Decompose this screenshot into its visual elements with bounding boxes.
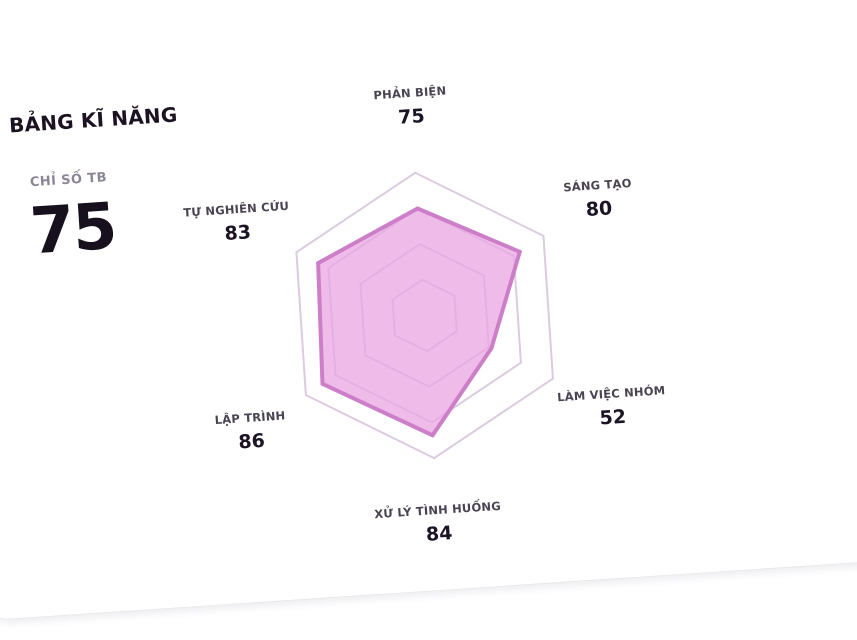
- axis-label: PHẢN BIỆN: [373, 82, 447, 103]
- axis-label: TỰ NGHIÊN CỨU: [183, 198, 290, 220]
- data-point-3: [489, 346, 494, 351]
- axis-value-label: 75: [398, 105, 426, 129]
- axis-label: LẬP TRÌNH: [214, 407, 286, 427]
- skills-card: BẢNG KĨ NĂNG CHỈ SỐ TB 75 PHẢN BIỆN 75 SÁN…: [8, 81, 666, 546]
- axis-label-group-2: SÁNG TẠO 80: [563, 175, 632, 221]
- skills-area: [316, 206, 522, 438]
- axis-label: XỬ LÝ TÌNH HUỐNG: [374, 496, 502, 521]
- axis-value-label: 52: [599, 406, 627, 430]
- axis-label: SÁNG TẠO: [563, 175, 632, 194]
- data-point-5: [320, 381, 325, 386]
- axis-value-label: 83: [224, 221, 252, 245]
- axis-label-group-5: LẬP TRÌNH 86: [214, 407, 286, 454]
- grid-ring-4: [295, 171, 554, 460]
- axis-value-label: 86: [238, 430, 266, 454]
- data-point-6: [316, 261, 321, 266]
- axis-label: LÀM VIỆC NHÓM: [557, 382, 666, 404]
- data-point-1: [415, 206, 420, 211]
- radar-area-layer: [316, 206, 522, 438]
- data-point-2: [517, 249, 522, 254]
- axis-value-label: 84: [425, 522, 453, 546]
- data-point-4: [430, 433, 435, 438]
- axis-value-label: 80: [585, 197, 613, 221]
